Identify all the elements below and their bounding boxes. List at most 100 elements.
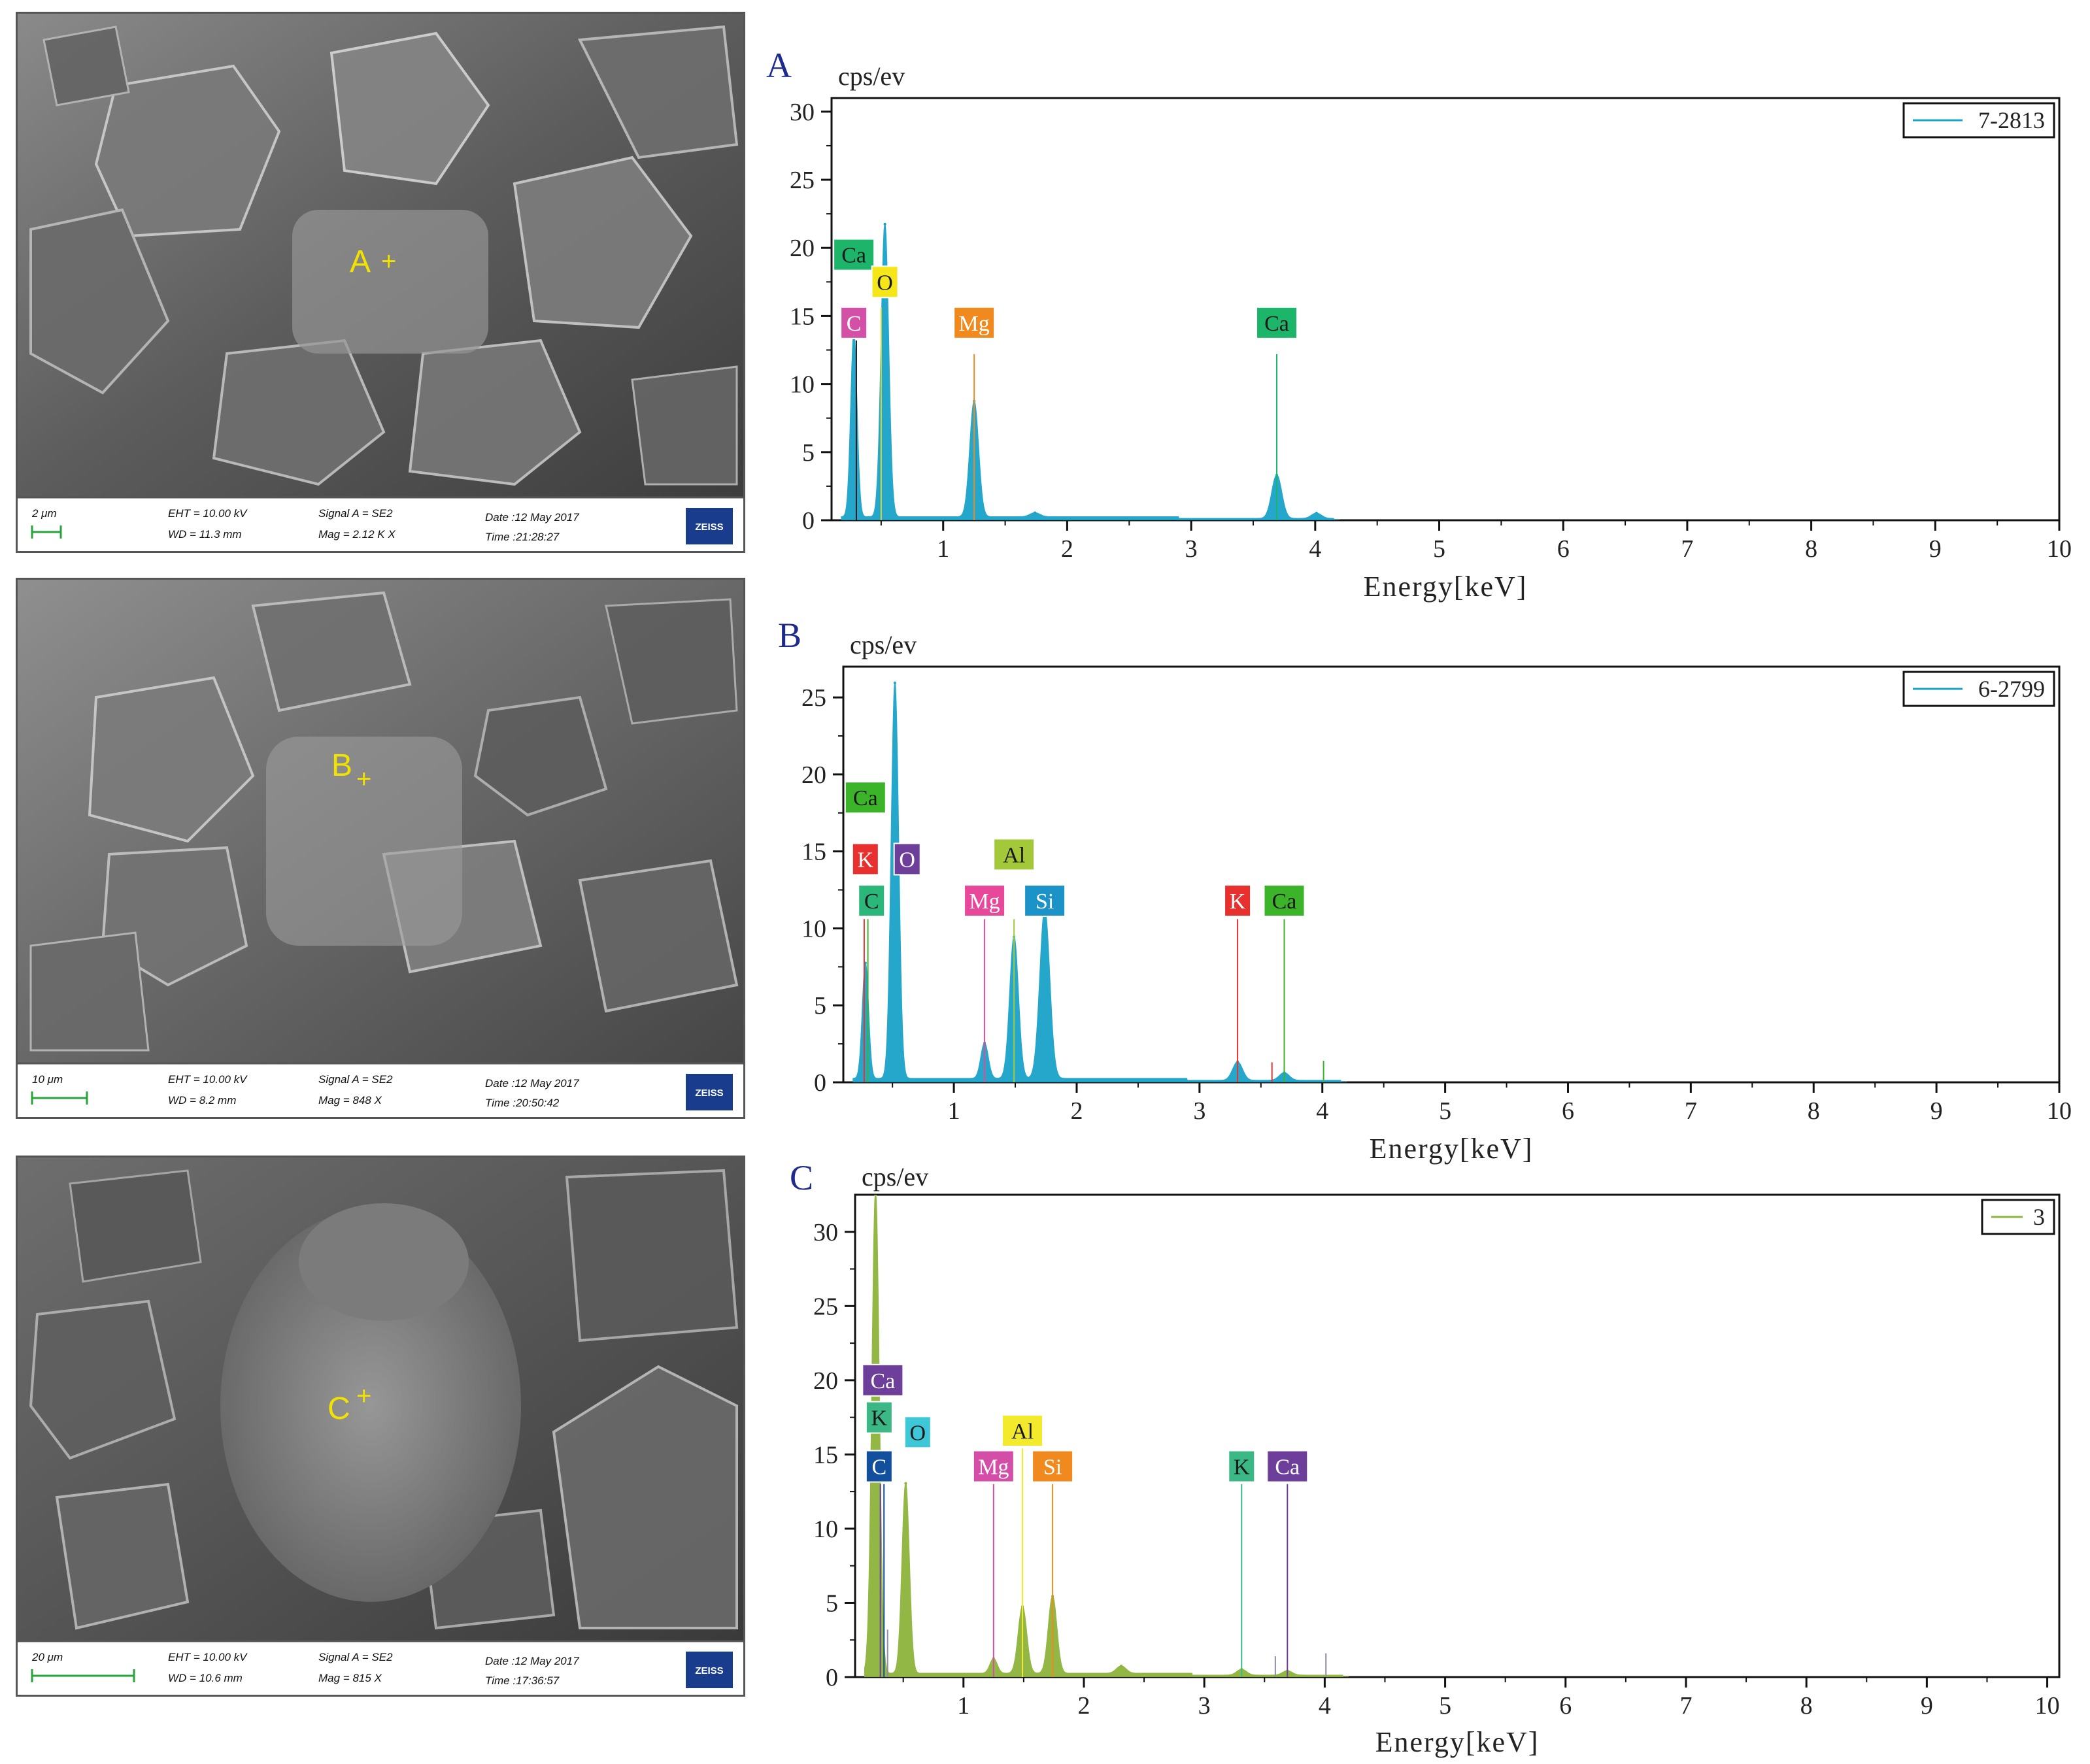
x-tick-label: 9 <box>1929 535 1942 563</box>
element-label-text: Ca <box>1264 312 1289 336</box>
element-label-box <box>851 842 879 876</box>
element-label-box <box>1224 884 1252 918</box>
y-axis-label: cps/ev <box>850 630 917 659</box>
element-label-text: Si <box>1036 890 1054 914</box>
zeiss-logo-b <box>686 1074 733 1110</box>
element-label-c: C <box>858 884 886 918</box>
x-tick-label: 7 <box>1679 1692 1692 1720</box>
element-label-box <box>865 1401 893 1434</box>
x-tick-label: 5 <box>1439 1692 1451 1720</box>
zeiss-logo-a <box>686 508 733 544</box>
sem-image-b: B + 10 μm EHT = 10.00 kV WD = 8.2 mm Sig… <box>16 578 745 1119</box>
x-tick-label: 1 <box>957 1692 969 1720</box>
sem-image-a: A + 2 μm EHT = 10.00 kV WD = 11.3 mm Sig… <box>16 12 745 553</box>
zeiss-logo-c <box>686 1652 733 1688</box>
element-label-text: O <box>877 271 893 295</box>
y-tick-label: 20 <box>790 235 815 262</box>
sem-eht-a: EHT = 10.00 kV <box>168 507 248 520</box>
element-label-text: Mg <box>969 890 1000 914</box>
sem-mag-a: Mag = 2.12 K X <box>318 528 396 541</box>
sem-wd-b: WD = 8.2 mm <box>168 1094 236 1107</box>
sem-time-c: Time :17:36:57 <box>485 1674 560 1687</box>
y-axis-label: cps/ev <box>862 1163 928 1191</box>
sem-point-label-a: A <box>350 244 371 279</box>
element-label-text: Al <box>1003 843 1025 867</box>
legend: 3 <box>1981 1199 2055 1235</box>
element-label-box <box>871 265 899 299</box>
sem-eht-c: EHT = 10.00 kV <box>168 1651 248 1663</box>
spectrum-group <box>852 681 1347 1082</box>
sem-time-b: Time :20:50:42 <box>485 1097 560 1109</box>
x-tick-label: 5 <box>1439 1097 1451 1125</box>
spectrum-peak-1 <box>883 222 886 225</box>
sem-micrograph-b: B + 10 μm EHT = 10.00 kV WD = 8.2 mm Sig… <box>18 580 743 1117</box>
legend-label: 3 <box>2033 1204 2045 1230</box>
element-label-box <box>893 842 921 876</box>
element-label-text: O <box>910 1421 926 1445</box>
y-tick-label: 0 <box>826 1664 838 1691</box>
sem-micrograph-a: A + 2 μm EHT = 10.00 kV WD = 11.3 mm Sig… <box>18 14 743 551</box>
element-label-text: Al <box>1011 1420 1034 1444</box>
element-label-ca: Ca <box>862 1363 904 1397</box>
element-label-ca: Ca <box>1266 1450 1309 1483</box>
sem-signal-a: Signal A = SE2 <box>318 507 393 520</box>
element-label-text: Ca <box>853 786 878 810</box>
element-label-box <box>862 1363 904 1397</box>
y-axis-label: cps/ev <box>838 61 905 91</box>
element-label-al: Al <box>993 838 1036 871</box>
element-label-o: O <box>903 1416 932 1449</box>
spectrum-group <box>864 1195 1349 1677</box>
x-tick-label: 3 <box>1193 1097 1205 1125</box>
element-label-text: K <box>858 848 874 872</box>
x-tick-label: 6 <box>1557 535 1570 563</box>
x-tick-label: 10 <box>2047 535 2072 563</box>
y-tick-label: 10 <box>813 1516 838 1543</box>
element-label-box <box>964 884 1006 918</box>
spectrum-area <box>852 682 1347 1082</box>
element-label-box <box>833 238 875 271</box>
element-label-text: O <box>899 848 915 872</box>
legend-label: 6-2799 <box>1978 676 2045 702</box>
element-label-text: Si <box>1043 1456 1062 1480</box>
x-tick-label: 2 <box>1061 535 1073 563</box>
x-tick-label: 6 <box>1562 1097 1574 1125</box>
element-label-text: Ca <box>870 1369 895 1393</box>
panel-letter: B <box>778 616 801 655</box>
plot-frame <box>842 665 2061 1084</box>
x-axis-label: Energy[keV] <box>1364 571 1528 603</box>
x-tick-label: 5 <box>1433 535 1445 563</box>
panel-letter: C <box>790 1163 813 1197</box>
plot-frame <box>830 97 2061 522</box>
y-tick-label: 0 <box>814 1069 826 1097</box>
element-label-k: K <box>1224 884 1252 918</box>
y-tick-label: 30 <box>813 1219 838 1246</box>
element-label-ca: Ca <box>1256 306 1298 339</box>
spectrum-peak-1 <box>893 681 896 684</box>
element-label-k: K <box>851 842 879 876</box>
x-tick-label: 8 <box>1808 1097 1820 1125</box>
element-label-mg: Mg <box>972 1450 1015 1483</box>
element-label-mg: Mg <box>953 306 996 339</box>
x-tick-label: 4 <box>1316 1097 1328 1125</box>
element-label-text: Mg <box>959 312 990 336</box>
x-tick-label: 3 <box>1198 1692 1211 1720</box>
sem-time-a: Time :21:28:27 <box>485 531 560 543</box>
element-label-text: Ca <box>841 244 866 268</box>
x-tick-label: 8 <box>1805 535 1817 563</box>
sem-micrograph-c: C + 20 μm EHT = 10.00 kV WD = 10.6 mm Si… <box>18 1157 743 1695</box>
x-tick-label: 1 <box>937 535 949 563</box>
x-tick-label: 4 <box>1309 535 1321 563</box>
y-tick-label: 10 <box>801 915 826 942</box>
element-label-box <box>840 306 868 339</box>
element-label-box <box>953 306 996 339</box>
sem-wd-a: WD = 11.3 mm <box>168 528 242 541</box>
sem-point-cross-a: + <box>381 247 396 276</box>
y-tick-label: 25 <box>801 684 826 712</box>
element-label-text: Ca <box>1275 1456 1300 1480</box>
element-label-text: K <box>1230 890 1246 914</box>
sem-signal-c: Signal A = SE2 <box>318 1651 393 1663</box>
element-label-ca: Ca <box>833 238 875 271</box>
